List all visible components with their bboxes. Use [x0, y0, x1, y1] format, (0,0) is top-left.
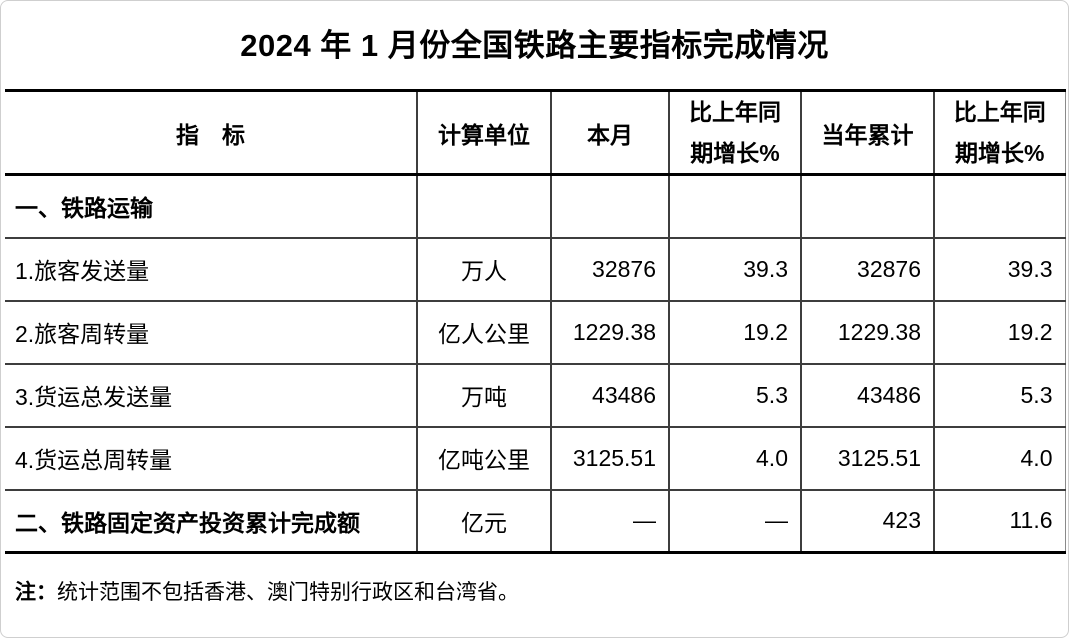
cell-ytd-growth: 5.3	[933, 363, 1066, 428]
cell-month: 32876	[550, 237, 669, 302]
cell-month-growth: —	[668, 489, 801, 554]
footnote-text: 统计范围不包括香港、澳门特别行政区和台湾省。	[57, 581, 519, 604]
cell-month-growth: 39.3	[668, 237, 801, 302]
cell-ytd: 423	[800, 489, 934, 554]
row-label: 二、铁路固定资产投资累计完成额	[5, 489, 417, 554]
cell-ytd-growth: 11.6	[933, 489, 1066, 554]
header-ytd-growth: 比上年同 期增长%	[933, 90, 1066, 176]
row-label: 4.货运总周转量	[5, 426, 417, 491]
cell-month: 43486	[550, 363, 669, 428]
cell-month-growth: 5.3	[668, 363, 801, 428]
cell-ytd	[800, 174, 934, 239]
header-month-growth: 比上年同 期增长%	[668, 90, 801, 176]
row-label: 1.旅客发送量	[5, 237, 417, 302]
cell-ytd-growth: 39.3	[933, 237, 1066, 302]
table-row-freight-turnover: 4.货运总周转量 亿吨公里 3125.51 4.0 3125.51 4.0	[5, 426, 1066, 491]
cell-unit	[416, 174, 551, 239]
page-title: 2024 年 1 月份全国铁路主要指标完成情况	[240, 27, 829, 63]
cell-ytd: 43486	[800, 363, 934, 428]
cell-ytd-growth: 4.0	[933, 426, 1066, 491]
header-ytd: 当年累计	[800, 90, 934, 176]
table-row-section-fixed-asset-investment: 二、铁路固定资产投资累计完成额 亿元 — — 423 11.6	[5, 489, 1066, 554]
cell-ytd: 32876	[800, 237, 934, 302]
row-label: 3.货运总发送量	[5, 363, 417, 428]
cell-ytd-growth	[933, 174, 1066, 239]
cell-month: 1229.38	[550, 300, 669, 365]
table-row-freight-sent: 3.货运总发送量 万吨 43486 5.3 43486 5.3	[5, 363, 1066, 428]
cell-ytd: 3125.51	[800, 426, 934, 491]
footnote: 注：统计范围不包括香港、澳门特别行政区和台湾省。	[1, 576, 1068, 606]
cell-ytd: 1229.38	[800, 300, 934, 365]
header-month: 本月	[550, 90, 669, 176]
cell-unit: 万吨	[416, 363, 551, 428]
cell-unit: 亿人公里	[416, 300, 551, 365]
cell-month-growth	[668, 174, 801, 239]
header-indicator: 指 标	[5, 90, 417, 176]
cell-unit: 亿吨公里	[416, 426, 551, 491]
footnote-label: 注：	[15, 581, 57, 604]
cell-month	[550, 174, 669, 239]
cell-month-growth: 19.2	[668, 300, 801, 365]
cell-unit: 万人	[416, 237, 551, 302]
row-label: 一、铁路运输	[5, 174, 417, 239]
cell-unit: 亿元	[416, 489, 551, 554]
row-label: 2.旅客周转量	[5, 300, 417, 365]
table-header-row: 指 标 计算单位 本月 比上年同 期增长% 当年累计 比上年同 期增长%	[5, 90, 1066, 176]
cell-month: —	[550, 489, 669, 554]
table-row-passengers-sent: 1.旅客发送量 万人 32876 39.3 32876 39.3	[5, 237, 1066, 302]
indicators-table: 指 标 计算单位 本月 比上年同 期增长% 当年累计 比上年同 期增长% 一、铁…	[5, 89, 1066, 554]
cell-month: 3125.51	[550, 426, 669, 491]
cell-month-growth: 4.0	[668, 426, 801, 491]
header-unit: 计算单位	[416, 90, 551, 176]
cell-ytd-growth: 19.2	[933, 300, 1066, 365]
table-row-passenger-turnover: 2.旅客周转量 亿人公里 1229.38 19.2 1229.38 19.2	[5, 300, 1066, 365]
table-row-section-rail-transport: 一、铁路运输	[5, 174, 1066, 239]
